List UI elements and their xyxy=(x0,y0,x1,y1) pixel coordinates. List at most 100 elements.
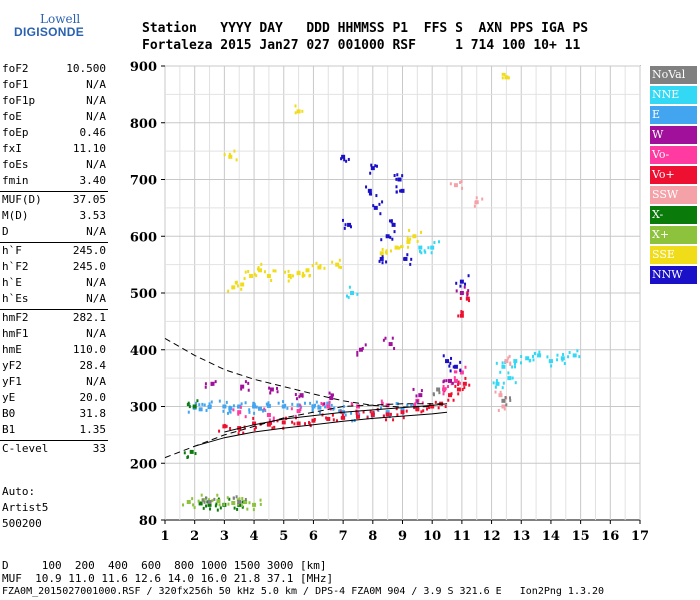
data-point xyxy=(357,410,360,414)
data-point xyxy=(503,407,506,411)
data-point xyxy=(448,378,452,383)
data-point xyxy=(412,387,415,391)
data-point xyxy=(379,212,382,216)
data-point xyxy=(218,503,221,507)
data-point xyxy=(272,416,275,420)
data-point xyxy=(507,356,510,360)
data-point xyxy=(326,404,331,409)
data-point xyxy=(276,390,279,394)
data-point xyxy=(442,354,445,358)
param-row: hmE 110.0 xyxy=(2,343,106,359)
data-point xyxy=(258,406,262,411)
data-point xyxy=(264,409,267,413)
data-point xyxy=(504,359,509,364)
data-point xyxy=(302,271,305,275)
data-point xyxy=(340,416,343,420)
y-tick-label: 300 xyxy=(130,401,157,416)
param-row: h`F2 245.0 xyxy=(2,260,106,276)
param-value: 245.0 xyxy=(72,244,106,257)
data-point xyxy=(467,274,470,278)
data-point xyxy=(227,411,230,415)
param-value: 11.10 xyxy=(72,142,106,155)
data-point xyxy=(370,166,375,171)
data-point xyxy=(389,249,392,253)
data-point xyxy=(298,109,301,113)
data-point xyxy=(226,496,229,500)
data-point xyxy=(207,405,212,410)
data-point xyxy=(495,361,498,365)
data-point xyxy=(232,408,235,412)
data-point xyxy=(219,506,222,510)
data-point xyxy=(422,409,425,413)
data-point xyxy=(514,381,517,385)
data-point xyxy=(449,361,452,365)
auto-label: Auto: xyxy=(2,485,36,498)
data-point xyxy=(213,497,216,501)
data-point xyxy=(416,399,419,403)
data-point xyxy=(281,404,286,409)
data-point xyxy=(303,401,306,405)
data-point xyxy=(268,386,271,390)
data-point xyxy=(373,205,378,210)
data-point xyxy=(236,498,239,502)
data-point xyxy=(240,287,243,291)
profile-dashed-high-line xyxy=(164,337,433,408)
data-point xyxy=(238,497,241,501)
data-point xyxy=(421,401,424,405)
data-point xyxy=(200,493,203,497)
data-point xyxy=(313,417,316,421)
data-point xyxy=(335,262,340,267)
param-value: 31.8 xyxy=(79,407,107,420)
data-point xyxy=(398,246,401,250)
data-point xyxy=(318,411,321,415)
data-point xyxy=(294,104,297,108)
data-point xyxy=(298,395,301,399)
param-value: 10.500 xyxy=(66,62,106,75)
data-point xyxy=(201,498,204,502)
data-point xyxy=(297,270,300,274)
data-point xyxy=(335,419,338,423)
data-point xyxy=(494,390,497,394)
data-point xyxy=(438,391,441,395)
y-tick-label: 700 xyxy=(130,174,157,189)
data-point xyxy=(499,390,502,394)
data-point xyxy=(345,159,348,163)
data-point xyxy=(391,336,394,340)
param-name: foF1 xyxy=(2,78,29,91)
param-value: N/A xyxy=(86,78,106,91)
data-point xyxy=(406,238,409,242)
data-point xyxy=(205,496,208,500)
data-point xyxy=(241,505,244,509)
data-point xyxy=(289,276,292,280)
data-point xyxy=(358,412,361,416)
data-point xyxy=(253,411,256,415)
data-point xyxy=(414,402,417,406)
muf-row: MUF 10.9 11.0 11.6 12.6 14.0 16.0 21.8 3… xyxy=(2,572,334,585)
data-point xyxy=(243,500,248,505)
data-point xyxy=(382,414,385,418)
data-point xyxy=(321,402,324,406)
data-point xyxy=(301,109,304,113)
data-point xyxy=(449,182,452,186)
data-point xyxy=(344,413,347,417)
data-point xyxy=(309,424,312,428)
data-point xyxy=(407,245,410,249)
data-point xyxy=(218,429,221,433)
param-row: foEp 0.46 xyxy=(2,126,106,142)
legend-item-vo-: Vo- xyxy=(650,146,697,164)
data-point xyxy=(382,338,385,342)
data-point xyxy=(463,386,466,390)
param-name: h`Es xyxy=(2,292,29,305)
data-point xyxy=(237,412,240,416)
data-point xyxy=(365,185,368,189)
param-row: M(D) 3.53 xyxy=(2,209,106,225)
data-point xyxy=(507,76,510,80)
param-name: hmE xyxy=(2,343,22,356)
data-point xyxy=(228,154,233,159)
param-row: h`E N/A xyxy=(2,276,106,292)
data-point xyxy=(464,365,467,369)
data-point xyxy=(430,245,435,250)
data-point xyxy=(460,311,463,315)
x-tick-label: 8 xyxy=(368,529,377,544)
data-point xyxy=(410,257,413,261)
